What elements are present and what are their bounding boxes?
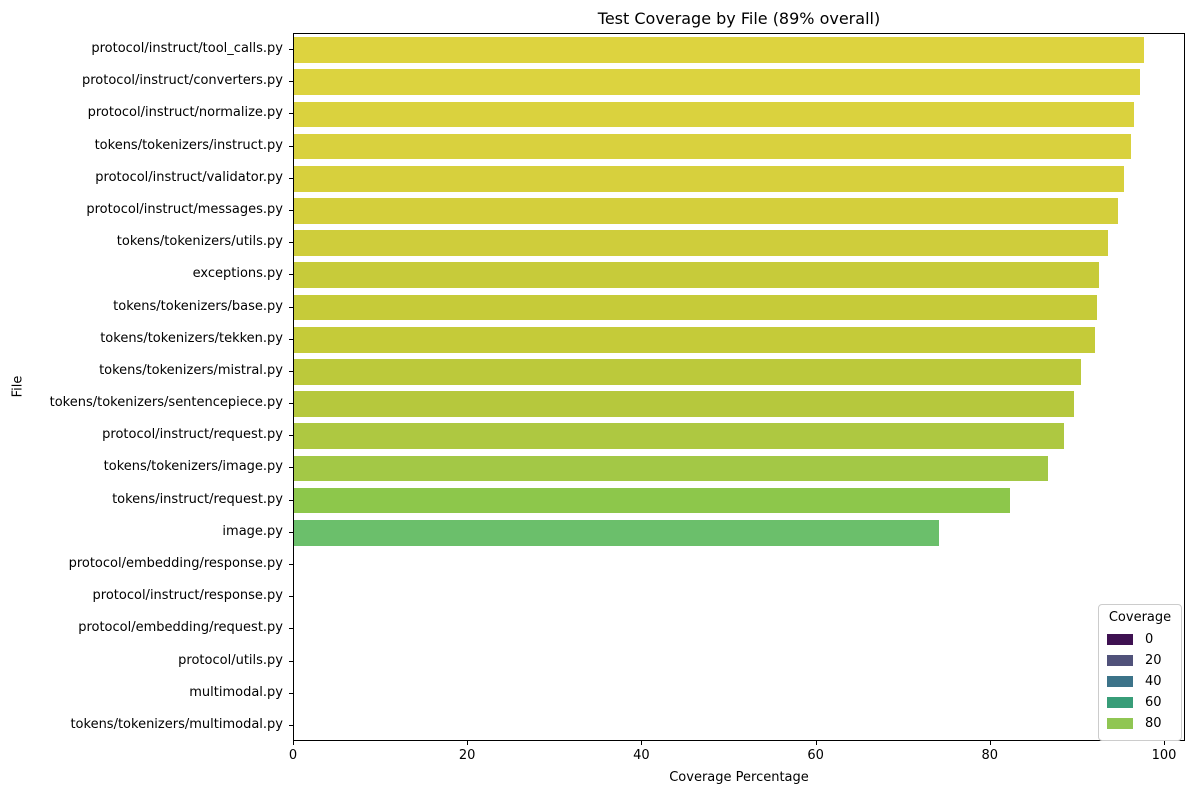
x-tick-mark	[641, 741, 643, 745]
x-tick-mark	[815, 741, 817, 745]
y-tick-label: tokens/tokenizers/sentencepiece.py	[49, 395, 283, 411]
y-tick-mark	[289, 724, 293, 726]
y-tick-label: protocol/instruct/converters.py	[81, 73, 283, 89]
y-tick-label: protocol/instruct/normalize.py	[87, 105, 283, 121]
y-tick-label: tokens/instruct/request.py	[112, 491, 283, 507]
bar	[294, 423, 1064, 450]
chart-title: Test Coverage by File (89% overall)	[597, 9, 881, 28]
y-tick-label: tokens/tokenizers/image.py	[103, 459, 283, 475]
legend-swatch	[1107, 718, 1133, 729]
y-tick-mark	[289, 660, 293, 662]
y-tick-mark	[289, 403, 293, 405]
legend-entry: 40	[1107, 671, 1173, 692]
y-tick-label: protocol/utils.py	[178, 652, 283, 668]
bar	[294, 133, 1132, 160]
bar	[294, 165, 1125, 192]
y-tick-mark	[289, 596, 293, 598]
bar	[294, 294, 1098, 321]
y-tick-label: multimodal.py	[189, 684, 283, 700]
legend-entry: 80	[1107, 713, 1173, 734]
y-tick-mark	[289, 564, 293, 565]
bar	[294, 230, 1108, 257]
y-tick-mark	[289, 370, 293, 372]
y-tick-mark	[289, 338, 293, 340]
y-tick-label: protocol/embedding/response.py	[68, 556, 283, 571]
legend-entries: 0 20 40 60 80	[1107, 629, 1173, 734]
bar	[294, 37, 1145, 63]
bar	[294, 198, 1118, 224]
y-tick-mark	[289, 499, 293, 501]
bar	[294, 69, 1140, 96]
legend-swatch	[1107, 697, 1133, 708]
x-tick-label: 0	[288, 748, 298, 763]
y-tick-mark	[289, 467, 293, 469]
x-tick-mark	[1164, 741, 1165, 745]
y-tick-label: tokens/tokenizers/mistral.py	[99, 362, 283, 378]
y-tick-label: protocol/instruct/validator.py	[95, 169, 283, 185]
x-axis-label: Coverage Percentage	[669, 770, 809, 785]
legend-label: 20	[1145, 653, 1162, 668]
x-tick-mark	[293, 741, 294, 745]
bar	[294, 262, 1099, 289]
y-tick-label: protocol/embedding/request.py	[78, 620, 283, 636]
plot-area	[293, 33, 1185, 741]
y-tick-mark	[289, 531, 293, 533]
y-tick-mark	[289, 435, 293, 437]
x-tick-label: 80	[981, 748, 999, 763]
legend-title: Coverage	[1108, 610, 1172, 625]
legend-swatch	[1107, 676, 1133, 687]
legend-swatch	[1107, 634, 1133, 645]
y-tick-mark	[289, 692, 293, 694]
y-tick-label: protocol/instruct/request.py	[102, 427, 283, 443]
y-tick-label: protocol/instruct/response.py	[92, 588, 283, 604]
bar	[294, 101, 1134, 128]
x-tick-label: 60	[807, 748, 824, 763]
bar	[294, 391, 1075, 417]
legend-label: 60	[1145, 695, 1162, 710]
y-tick-label: exceptions.py	[192, 266, 283, 282]
y-tick-label: tokens/tokenizers/base.py	[113, 298, 283, 314]
y-tick-mark	[289, 274, 293, 276]
legend-swatch	[1107, 655, 1133, 666]
y-tick-label: tokens/tokenizers/tekken.py	[100, 330, 283, 346]
y-tick-mark	[289, 81, 293, 83]
y-tick-mark	[289, 145, 293, 147]
x-tick-label: 100	[1151, 748, 1177, 763]
legend: Coverage 0 20 40 60 80	[1098, 604, 1182, 741]
y-tick-label: tokens/tokenizers/multimodal.py	[70, 716, 283, 732]
x-tick-mark	[467, 741, 469, 745]
bar	[294, 326, 1096, 353]
y-tick-mark	[289, 177, 293, 179]
bar	[294, 455, 1049, 482]
legend-label: 0	[1145, 632, 1154, 647]
y-tick-mark	[289, 628, 293, 630]
x-tick-label: 20	[458, 748, 476, 763]
y-axis-label: File	[10, 375, 26, 398]
x-tick-mark	[989, 741, 991, 745]
legend-entry: 0	[1107, 629, 1173, 650]
y-tick-mark	[289, 210, 293, 211]
bar	[294, 519, 939, 546]
y-tick-label: image.py	[222, 523, 283, 539]
legend-entry: 20	[1107, 650, 1173, 671]
y-tick-mark	[289, 242, 293, 244]
y-tick-label: tokens/tokenizers/utils.py	[116, 234, 283, 250]
legend-label: 40	[1145, 674, 1162, 689]
y-tick-mark	[289, 49, 293, 51]
x-tick-label: 40	[633, 748, 650, 763]
bar	[294, 359, 1082, 385]
y-tick-label: protocol/instruct/tool_calls.py	[91, 41, 283, 57]
bar	[294, 487, 1010, 514]
y-tick-label: tokens/tokenizers/instruct.py	[94, 137, 283, 153]
legend-label: 80	[1145, 716, 1162, 731]
y-tick-mark	[289, 306, 293, 308]
legend-entry: 60	[1107, 692, 1173, 713]
y-tick-mark	[289, 113, 293, 115]
y-tick-label: protocol/instruct/messages.py	[86, 202, 283, 217]
